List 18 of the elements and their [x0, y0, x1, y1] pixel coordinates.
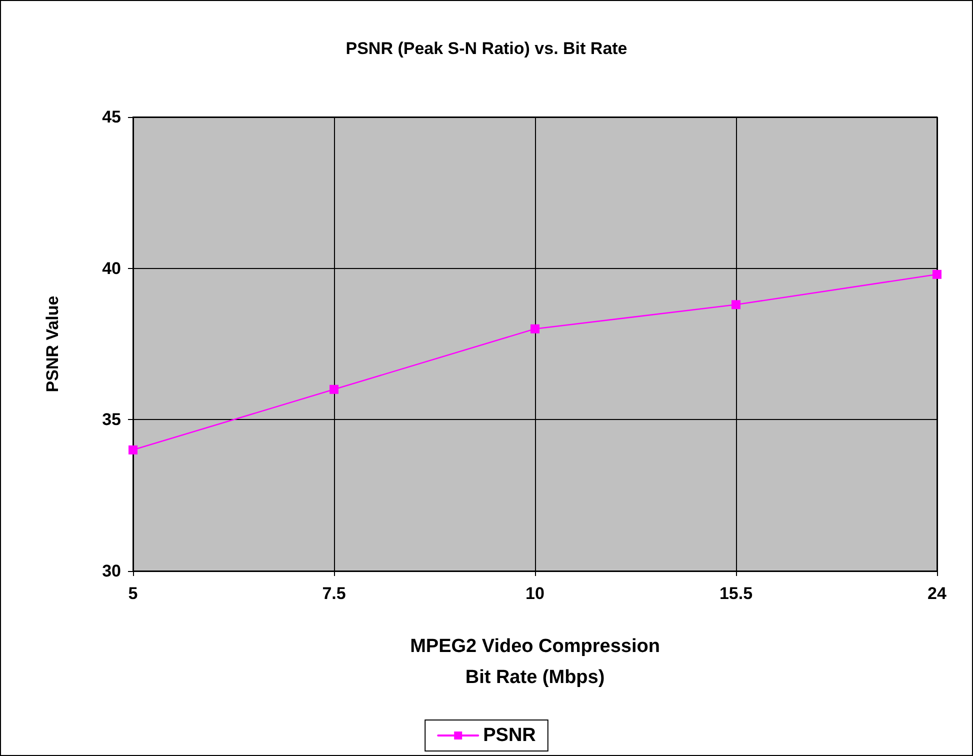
x-tick-label: 15.5 [719, 584, 753, 603]
point [732, 300, 740, 310]
x-tick-label: 5 [128, 584, 138, 603]
x-tick-label: 10 [526, 584, 544, 603]
y-tick-label: 40 [102, 258, 121, 278]
legend-label: PSNR [483, 725, 536, 746]
y-tick-label: 30 [102, 562, 121, 580]
x-tick-label: 7.5 [322, 584, 346, 603]
x-axis-title: MPEG2 Video Compression Bit Rate (Mbps) [410, 636, 660, 688]
point [932, 270, 942, 279]
y-tick-label: 45 [102, 108, 121, 126]
point [530, 324, 540, 334]
y-axis-title: PSNR Value [43, 296, 62, 392]
chart-title: PSNR (Peak S-N Ratio) vs. Bit Rate [346, 39, 628, 58]
point [330, 384, 338, 394]
x-tick-label: 24 [928, 584, 947, 603]
y-tick-label: 35 [102, 410, 121, 430]
point [128, 445, 138, 454]
